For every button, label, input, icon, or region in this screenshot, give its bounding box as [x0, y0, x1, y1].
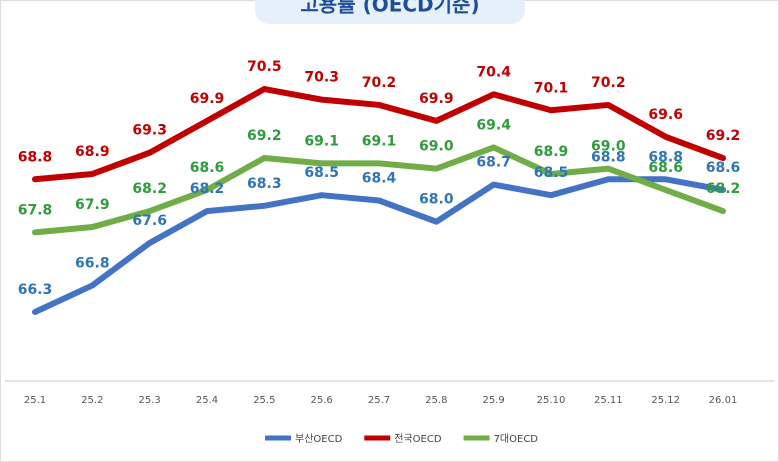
data-label: 69.9 [190, 91, 225, 107]
data-label: 68.0 [419, 192, 454, 208]
data-label: 68.6 [648, 160, 683, 176]
legend-label: 전국OECD [394, 433, 442, 445]
data-label: 68.5 [304, 165, 339, 181]
data-label: 70.1 [534, 80, 569, 96]
data-label: 66.3 [18, 282, 53, 298]
data-label: 70.2 [591, 75, 626, 91]
data-label: 69.0 [591, 139, 626, 155]
x-tick-label: 25.1 [24, 395, 46, 406]
data-label: 69.1 [362, 133, 397, 149]
data-label: 68.2 [190, 181, 225, 197]
series-line [32, 144, 726, 236]
data-label: 66.8 [75, 255, 110, 271]
data-label: 70.2 [362, 75, 397, 91]
x-tick-label: 25.11 [594, 395, 623, 406]
data-label: 69.9 [419, 91, 454, 107]
data-label: 69.2 [706, 128, 741, 144]
series-line [32, 86, 726, 183]
chart-title: 고용률 (OECD기준) [300, 0, 479, 17]
data-label: 68.8 [18, 149, 53, 165]
data-label: 68.8 [648, 149, 683, 165]
data-label: 68.5 [534, 165, 569, 181]
x-tick-label: 25.3 [139, 395, 161, 406]
data-label: 67.8 [18, 202, 53, 218]
data-label: 69.1 [304, 133, 339, 149]
x-tick-label: 25.2 [81, 395, 103, 406]
data-label: 68.2 [706, 181, 741, 197]
x-tick-label: 25.12 [651, 395, 680, 406]
data-label: 70.3 [304, 70, 339, 86]
data-label: 69.4 [476, 117, 511, 133]
data-label: 68.6 [706, 160, 741, 176]
data-label: 68.2 [132, 181, 167, 197]
x-tick-label: 25.10 [537, 395, 566, 406]
data-label: 69.6 [648, 107, 683, 123]
data-label: 68.6 [190, 160, 225, 176]
data-label: 70.4 [476, 64, 511, 80]
x-tick-label: 25.9 [483, 395, 505, 406]
data-label: 67.6 [132, 213, 167, 229]
x-tick-label: 25.6 [311, 395, 333, 406]
x-tick-label: 25.4 [196, 395, 218, 406]
data-label: 67.9 [75, 197, 110, 213]
data-label: 68.4 [362, 171, 397, 187]
data-label: 69.0 [419, 139, 454, 155]
data-label: 69.2 [247, 128, 282, 144]
data-label: 68.3 [247, 176, 282, 192]
data-label: 70.5 [247, 59, 282, 75]
x-tick-label: 25.5 [253, 395, 275, 406]
x-tick-label: 26.01 [709, 395, 738, 406]
data-label: 68.9 [534, 144, 569, 160]
x-tick-label: 25.7 [368, 395, 390, 406]
x-tick-label: 25.8 [425, 395, 447, 406]
series-line [32, 176, 726, 315]
data-label: 68.7 [476, 155, 511, 171]
data-label: 68.9 [75, 144, 110, 160]
data-label: 69.3 [132, 123, 167, 139]
legend-label: 7대OECD [494, 433, 539, 445]
data-label: 68.8 [591, 149, 626, 165]
legend-label: 부산OECD [295, 433, 343, 445]
title-box [255, 0, 525, 24]
